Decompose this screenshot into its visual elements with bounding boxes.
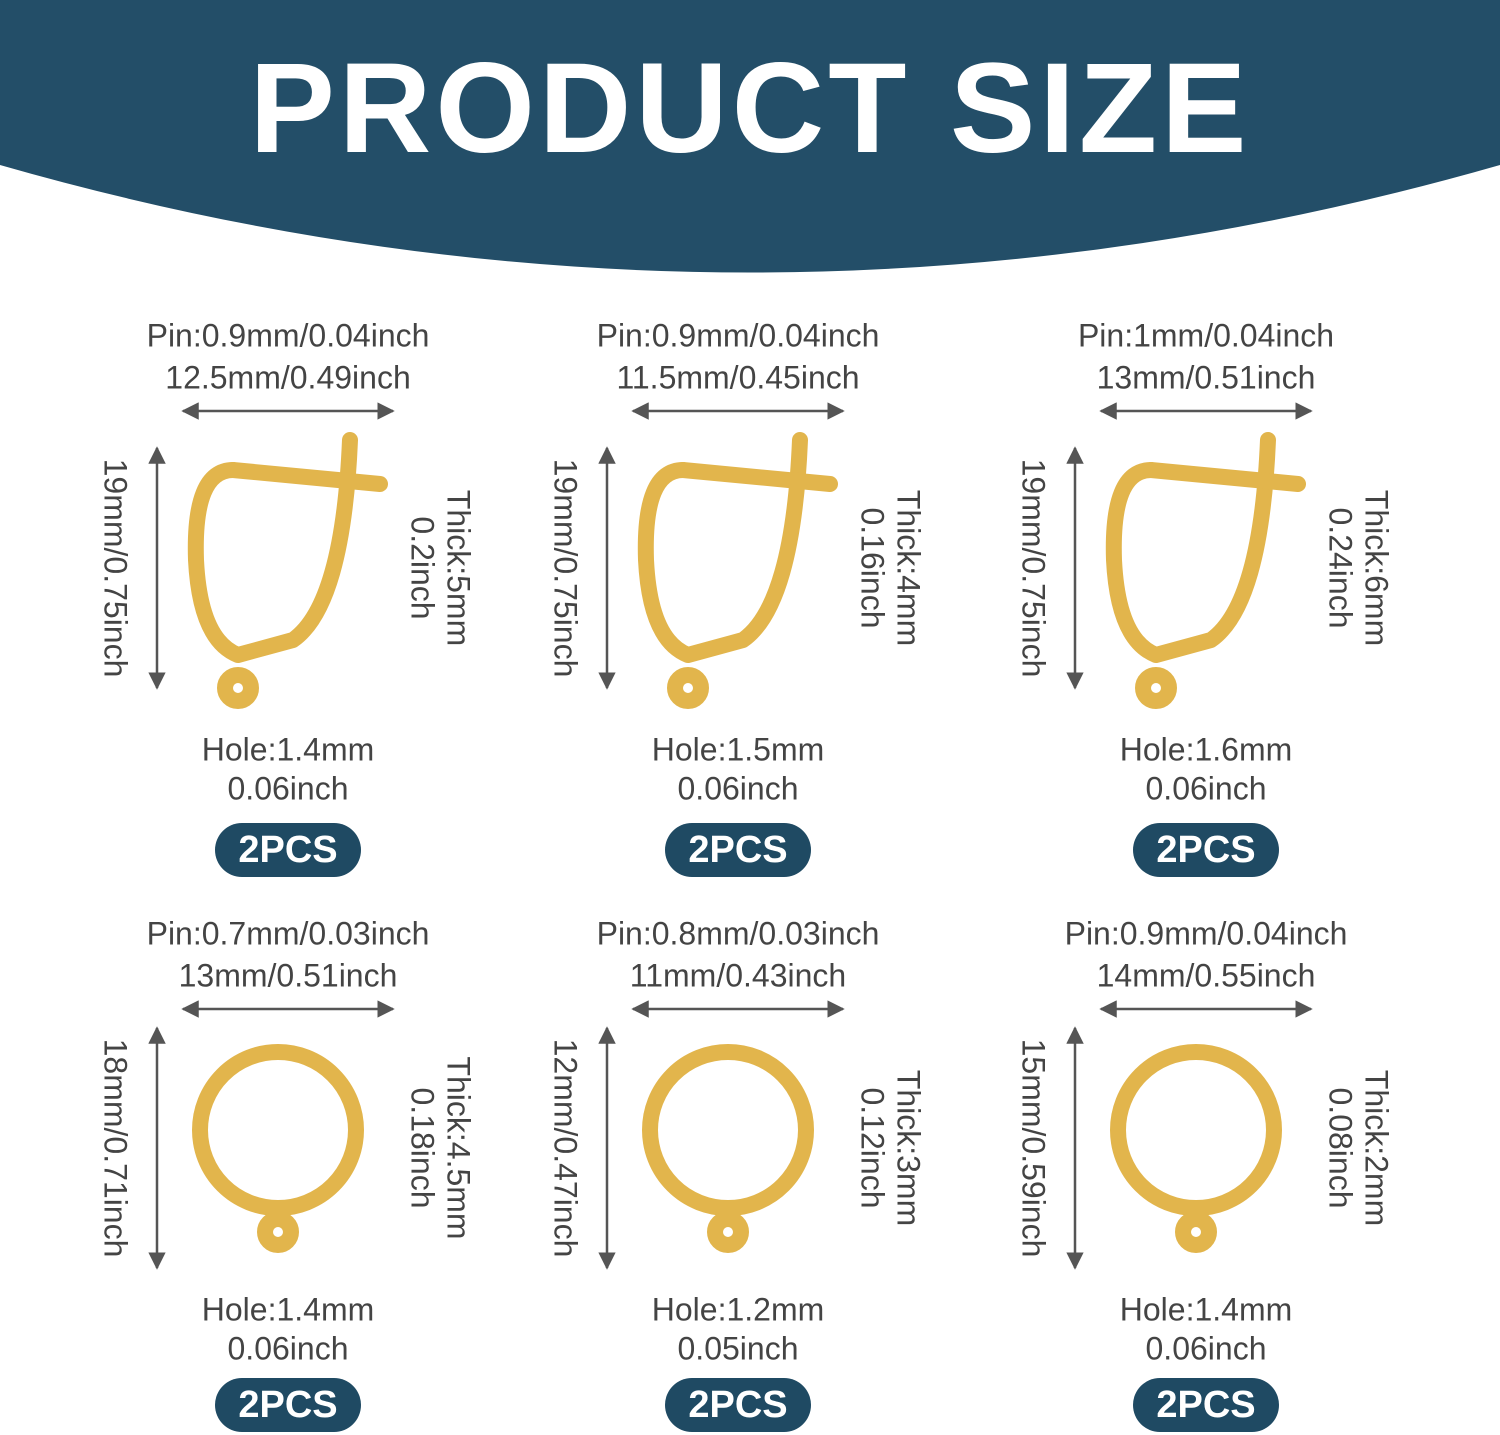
pin-label: Pin:1mm/0.04inch [1078, 317, 1334, 353]
earring-image [192, 1044, 364, 1216]
earring-pin [675, 462, 838, 492]
thickness-mm: Thick:4mm [891, 490, 927, 646]
qty-badge [665, 1378, 811, 1432]
earring-loop [707, 1211, 749, 1253]
width-label: 11mm/0.43inch [630, 957, 846, 993]
earring-image [1105, 432, 1276, 663]
pin-label: Pin:0.9mm/0.04inch [147, 317, 430, 353]
earring-image [187, 432, 358, 663]
earring-loop [667, 667, 709, 709]
thickness-inch: 0.16inch [855, 508, 891, 629]
qty-label: 2PCS [238, 829, 337, 871]
height-label: 18mm/0.71inch [98, 1039, 134, 1258]
width-label: 14mm/0.55inch [1097, 957, 1316, 993]
qty-badge [665, 823, 811, 877]
earring-image [1110, 1044, 1282, 1216]
earring-loop [217, 667, 259, 709]
earring-image [637, 432, 808, 663]
height-label: 19mm/0.75inch [98, 459, 134, 678]
thickness-mm: Thick:6mm [1359, 490, 1395, 646]
width-label: 13mm/0.51inch [1097, 359, 1316, 395]
pin-label: Pin:0.9mm/0.04inch [1065, 915, 1348, 951]
width-label: 11.5mm/0.45inch [616, 359, 859, 395]
thickness-mm: Thick:4.5mm [441, 1056, 477, 1239]
earring-loop [257, 1211, 299, 1253]
height-label: 19mm/0.75inch [548, 459, 584, 678]
qty-label: 2PCS [688, 829, 787, 871]
hole-inch: 0.05inch [678, 1330, 799, 1366]
thickness-inch: 0.2inch [405, 516, 441, 619]
hole-mm: Hole:1.4mm [202, 1291, 375, 1327]
earring-pin [225, 462, 388, 492]
earring-loop [1175, 1211, 1217, 1253]
thickness-mm: Thick:5mm [441, 490, 477, 646]
page-title: PRODUCT SIZE [250, 37, 1251, 180]
hole-mm: Hole:1.2mm [652, 1291, 825, 1327]
height-label: 12mm/0.47inch [548, 1039, 584, 1258]
pin-label: Pin:0.9mm/0.04inch [597, 317, 880, 353]
height-label: 15mm/0.59inch [1016, 1039, 1052, 1258]
hole-inch: 0.06inch [678, 770, 799, 806]
earring-pin [1143, 462, 1306, 492]
thickness-mm: Thick:2mm [1359, 1070, 1395, 1226]
qty-label: 2PCS [238, 1384, 337, 1426]
hole-inch: 0.06inch [1146, 1330, 1267, 1366]
qty-label: 2PCS [688, 1384, 787, 1426]
thickness-mm: Thick:3mm [891, 1070, 927, 1226]
qty-badge [1133, 823, 1279, 877]
qty-label: 2PCS [1156, 1384, 1255, 1426]
hole-inch: 0.06inch [228, 770, 349, 806]
hole-inch: 0.06inch [228, 1330, 349, 1366]
thickness-inch: 0.08inch [1323, 1088, 1359, 1209]
hole-mm: Hole:1.4mm [202, 731, 375, 767]
pin-label: Pin:0.8mm/0.03inch [597, 915, 880, 951]
qty-badge [215, 823, 361, 877]
height-label: 19mm/0.75inch [1016, 459, 1052, 678]
header-banner [0, 0, 1500, 273]
hole-mm: Hole:1.4mm [1120, 1291, 1293, 1327]
width-label: 12.5mm/0.49inch [165, 359, 410, 395]
thickness-inch: 0.24inch [1323, 508, 1359, 629]
qty-badge [1133, 1378, 1279, 1432]
earring-image [642, 1044, 814, 1216]
thickness-inch: 0.12inch [855, 1088, 891, 1209]
qty-label: 2PCS [1156, 829, 1255, 871]
pin-label: Pin:0.7mm/0.03inch [147, 915, 430, 951]
qty-badge [215, 1378, 361, 1432]
hole-inch: 0.06inch [1146, 770, 1267, 806]
earring-loop [1135, 667, 1177, 709]
hole-mm: Hole:1.5mm [652, 731, 825, 767]
hole-mm: Hole:1.6mm [1120, 731, 1293, 767]
thickness-inch: 0.18inch [405, 1088, 441, 1209]
width-label: 13mm/0.51inch [179, 957, 398, 993]
